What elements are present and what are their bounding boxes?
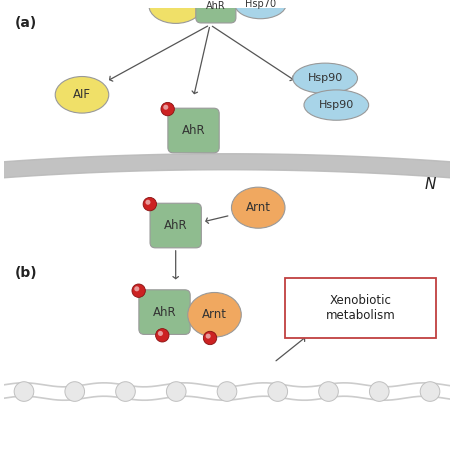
Ellipse shape — [55, 77, 109, 113]
Text: AhR: AhR — [182, 124, 205, 137]
Text: AhR: AhR — [164, 219, 188, 232]
Text: AhR: AhR — [206, 0, 226, 10]
Circle shape — [65, 382, 84, 401]
Text: AhR: AhR — [153, 306, 176, 319]
FancyBboxPatch shape — [196, 0, 236, 23]
Circle shape — [156, 329, 169, 342]
Text: Hsp90: Hsp90 — [307, 73, 343, 83]
Circle shape — [203, 331, 217, 345]
Text: Hsp70: Hsp70 — [245, 0, 276, 9]
Text: N: N — [424, 177, 436, 192]
Ellipse shape — [188, 292, 241, 337]
Ellipse shape — [232, 187, 285, 228]
Circle shape — [158, 331, 163, 336]
Text: Hsp90: Hsp90 — [319, 100, 354, 110]
Circle shape — [14, 382, 34, 401]
Circle shape — [206, 334, 211, 339]
FancyBboxPatch shape — [168, 108, 219, 153]
Circle shape — [420, 382, 440, 401]
Text: AIF: AIF — [73, 89, 91, 101]
FancyBboxPatch shape — [150, 203, 201, 248]
Ellipse shape — [293, 63, 357, 94]
FancyBboxPatch shape — [139, 290, 190, 335]
Circle shape — [132, 284, 145, 297]
Ellipse shape — [304, 90, 369, 120]
Ellipse shape — [149, 0, 202, 24]
Circle shape — [217, 382, 237, 401]
FancyBboxPatch shape — [286, 278, 436, 337]
Circle shape — [143, 197, 157, 211]
Circle shape — [163, 105, 168, 110]
Circle shape — [319, 382, 338, 401]
Circle shape — [134, 286, 139, 291]
Text: Xenobiotic
metabolism: Xenobiotic metabolism — [326, 294, 396, 322]
Text: (b): (b) — [15, 266, 38, 280]
Circle shape — [145, 200, 150, 205]
Circle shape — [370, 382, 389, 401]
Circle shape — [167, 382, 186, 401]
Text: Arnt: Arnt — [246, 201, 271, 214]
Circle shape — [161, 103, 174, 116]
Text: (a): (a) — [15, 16, 37, 30]
Circle shape — [268, 382, 287, 401]
Ellipse shape — [235, 0, 286, 19]
Circle shape — [116, 382, 135, 401]
Text: Arnt: Arnt — [202, 308, 227, 321]
